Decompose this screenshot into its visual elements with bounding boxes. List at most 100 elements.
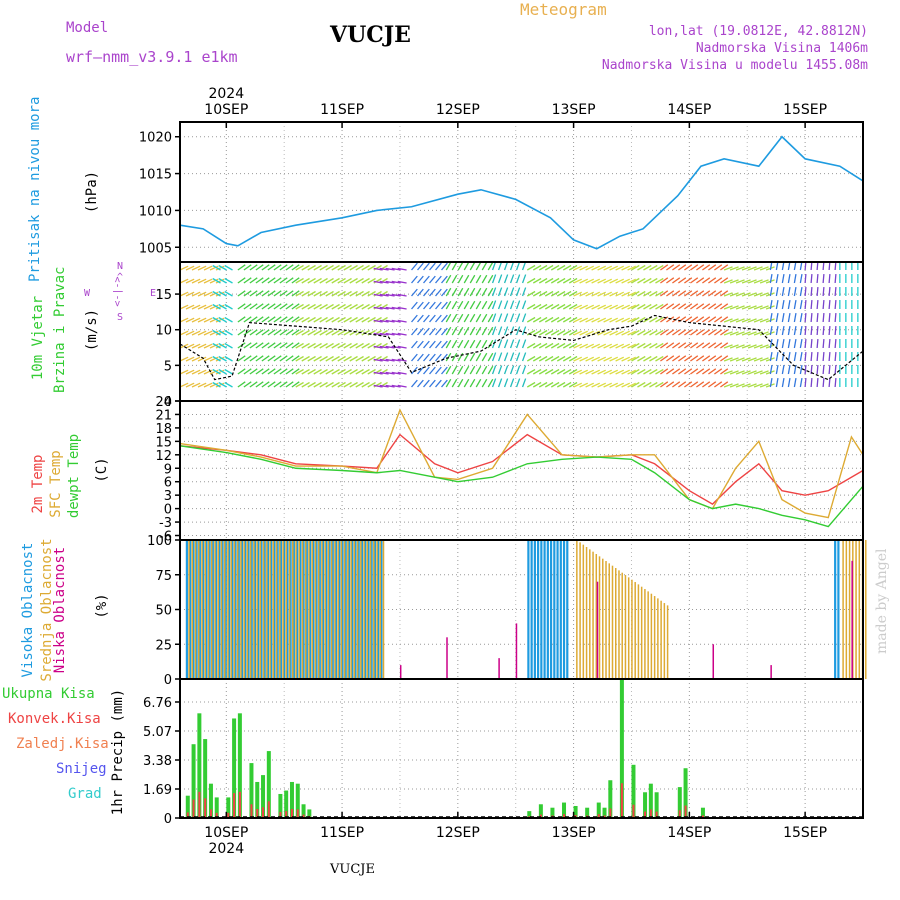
wind-barb bbox=[627, 291, 637, 297]
high-cloud-bar bbox=[295, 540, 299, 679]
wind-barb bbox=[597, 304, 607, 310]
wind-barb bbox=[469, 300, 476, 310]
mid-cloud-bar bbox=[595, 554, 598, 679]
wind-barb bbox=[822, 351, 825, 362]
wind-barb bbox=[209, 343, 219, 349]
high-cloud-bar bbox=[299, 540, 302, 679]
mid-cloud-bar bbox=[214, 540, 216, 679]
wind-barb bbox=[469, 261, 476, 271]
mid-cloud-bar bbox=[660, 600, 662, 679]
wind-barb bbox=[224, 277, 233, 284]
wind-barb bbox=[451, 352, 458, 362]
y-tick-label: 5.07 bbox=[143, 725, 172, 740]
wind-barb bbox=[544, 342, 554, 349]
wind-barb bbox=[451, 261, 458, 271]
wind-barb bbox=[487, 378, 494, 388]
wind-barb bbox=[385, 267, 395, 271]
elevation-label: Nadmorska Visina 1406m bbox=[695, 41, 868, 56]
wind-barb bbox=[521, 378, 527, 388]
wind-barb bbox=[690, 329, 699, 336]
wind-barb bbox=[810, 364, 813, 375]
wind-barb bbox=[579, 356, 589, 362]
high-cloud-bar bbox=[837, 540, 840, 679]
wind-barb bbox=[429, 353, 436, 362]
wind-barb bbox=[457, 326, 464, 336]
precip-bar bbox=[307, 809, 312, 818]
wind-barb bbox=[249, 277, 258, 284]
wind-barb bbox=[828, 286, 831, 297]
wind-barb bbox=[385, 345, 395, 349]
wind-barb bbox=[684, 303, 693, 310]
wind-barb bbox=[435, 327, 442, 336]
high-cloud-bar bbox=[530, 540, 533, 679]
high-cloud-bar bbox=[566, 540, 569, 679]
wind-barb bbox=[538, 355, 548, 362]
wind-barb bbox=[834, 377, 837, 388]
wind-barb bbox=[411, 379, 418, 388]
wind-barb bbox=[702, 342, 711, 349]
wind-barb bbox=[799, 378, 803, 388]
wind-barb bbox=[822, 338, 825, 349]
wind-barb bbox=[515, 352, 521, 362]
wind-barb bbox=[696, 264, 705, 271]
wind-barb bbox=[753, 370, 763, 375]
wind-barb bbox=[367, 368, 376, 375]
wind-barb bbox=[491, 378, 497, 388]
wind-barb bbox=[781, 287, 785, 297]
wind-barb bbox=[503, 313, 509, 323]
wind-barb bbox=[793, 352, 797, 362]
wind-barb bbox=[568, 277, 578, 284]
wind-barb bbox=[544, 264, 554, 271]
wind-barb bbox=[457, 378, 464, 388]
mid-cloud-bar bbox=[246, 540, 249, 679]
wind-barb bbox=[810, 299, 813, 310]
wind-barb bbox=[435, 275, 442, 284]
wind-barb bbox=[179, 356, 189, 362]
precip-convective-bar bbox=[256, 808, 259, 818]
wind-barb bbox=[224, 355, 233, 362]
wind-barb bbox=[708, 290, 717, 297]
wind-barb bbox=[660, 329, 669, 336]
precip-convective-bar bbox=[209, 809, 212, 818]
wind-barb bbox=[475, 287, 482, 297]
precip-convective-bar bbox=[290, 808, 293, 818]
mid-cloud-bar bbox=[314, 540, 317, 679]
wind-barb bbox=[218, 290, 227, 297]
high-cloud-bar bbox=[192, 540, 195, 679]
wind-barb bbox=[503, 378, 509, 388]
wind-barb bbox=[810, 273, 813, 284]
wind-barb bbox=[373, 306, 383, 310]
wind-barb bbox=[573, 278, 583, 284]
high-cloud-bar bbox=[364, 540, 367, 679]
y-tick-label: 15 bbox=[155, 435, 172, 450]
mid-cloud-bar bbox=[334, 540, 336, 679]
wind-barb bbox=[243, 368, 252, 375]
wind-barb bbox=[319, 277, 328, 284]
wind-barb bbox=[684, 290, 693, 297]
wind-barb bbox=[690, 277, 699, 284]
wind-barb bbox=[556, 329, 566, 336]
mid-cloud-bar bbox=[650, 593, 653, 679]
wind-barb bbox=[279, 342, 288, 349]
wind-barb bbox=[255, 303, 264, 310]
wind-barb bbox=[708, 329, 717, 336]
y-tick-label: 100 bbox=[147, 534, 172, 549]
wind-barb bbox=[423, 353, 430, 362]
wind-barb bbox=[753, 331, 763, 336]
wind-barb bbox=[355, 290, 364, 297]
wind-barb bbox=[747, 305, 757, 310]
wind-barb bbox=[515, 287, 521, 297]
y-tick-label: 5 bbox=[164, 359, 172, 374]
wind-barb bbox=[319, 342, 328, 349]
wind-barb bbox=[224, 342, 233, 349]
wind-barb bbox=[295, 355, 304, 362]
wind-barb bbox=[568, 329, 578, 336]
wind-barb bbox=[615, 382, 625, 388]
wind-barb bbox=[627, 304, 637, 310]
low-cloud-bar bbox=[596, 581, 599, 679]
pressure-line bbox=[179, 135, 864, 250]
wind-barb bbox=[729, 292, 739, 297]
wind-barb bbox=[828, 377, 831, 388]
wind-barb bbox=[445, 261, 452, 271]
wind-barb bbox=[197, 278, 207, 284]
